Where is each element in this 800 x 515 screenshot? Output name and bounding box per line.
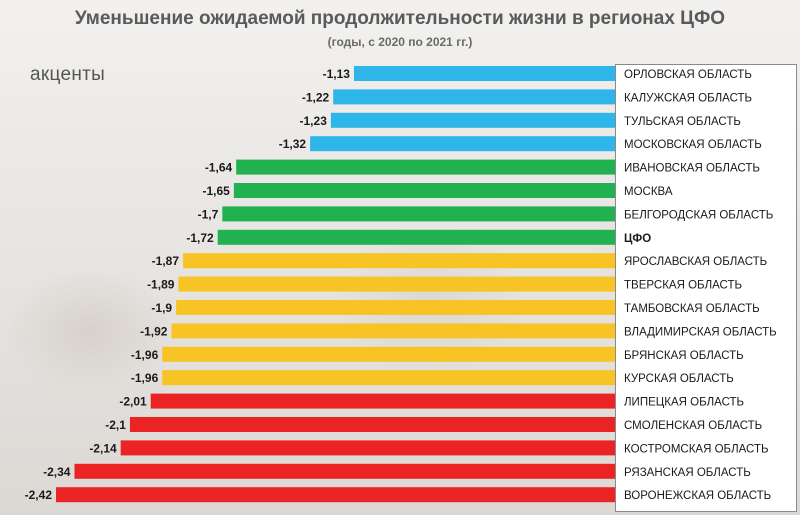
value-label-18: -2,42 — [25, 488, 53, 502]
value-label-13: -1,96 — [131, 371, 159, 385]
category-label-17: РЯЗАНСКАЯ ОБЛАСТЬ — [624, 467, 751, 479]
category-label-9: ТВЕРСКАЯ ОБЛАСТЬ — [624, 280, 742, 292]
bar-16 — [120, 440, 616, 456]
bar-15 — [129, 417, 615, 432]
bar-12 — [162, 346, 615, 362]
value-label-8: -1,87 — [152, 254, 180, 268]
category-label-6: БЕЛГОРОДСКАЯ ОБЛАСТЬ — [624, 209, 773, 221]
category-label-3: МОСКОВСКАЯ ОБЛАСТЬ — [624, 139, 762, 151]
chart-title: Уменьшение ожидаемой продолжительности ж… — [74, 8, 726, 29]
value-label-2: -1,23 — [300, 114, 328, 128]
bar-6 — [222, 206, 615, 222]
category-label-10: ТАМБОВСКАЯ ОБЛАСТЬ — [624, 303, 760, 315]
bar-10 — [176, 300, 615, 315]
category-label-16: КОСТРОМСКАЯ ОБЛАСТЬ — [624, 443, 769, 455]
bar-18 — [56, 487, 615, 503]
category-label-2: ТУЛЬСКАЯ ОБЛАСТЬ — [624, 116, 741, 128]
category-label-4: ИВАНОВСКАЯ ОБЛАСТЬ — [624, 163, 760, 175]
category-label-8: ЯРОСЛАВСКАЯ ОБЛАСТЬ — [624, 256, 767, 268]
value-label-5: -1,65 — [203, 184, 231, 198]
category-label-14: ЛИПЕЦКАЯ ОБЛАСТЬ — [624, 397, 744, 409]
value-label-1: -1,22 — [302, 90, 330, 104]
bar-1 — [333, 89, 615, 105]
category-label-0: ОРЛОВСКАЯ ОБЛАСТЬ — [624, 69, 752, 81]
category-label-12: БРЯНСКАЯ ОБЛАСТЬ — [624, 350, 744, 362]
value-label-16: -2,14 — [89, 441, 117, 455]
bar-0 — [353, 66, 615, 81]
value-label-15: -2,1 — [105, 418, 126, 432]
category-label-panel — [615, 64, 797, 512]
value-label-17: -2,34 — [43, 465, 71, 479]
category-label-15: СМОЛЕНСКАЯ ОБЛАСТЬ — [624, 420, 762, 432]
value-label-3: -1,32 — [279, 137, 307, 151]
value-label-12: -1,96 — [131, 348, 159, 362]
value-label-0: -1,13 — [323, 67, 351, 81]
value-label-9: -1,89 — [147, 278, 175, 292]
bar-5 — [233, 183, 615, 198]
category-label-13: КУРСКАЯ ОБЛАСТЬ — [624, 373, 734, 385]
category-label-5: МОСКВА — [624, 186, 673, 198]
value-label-4: -1,64 — [205, 161, 233, 175]
value-label-7: -1,72 — [186, 231, 214, 245]
category-label-7: ЦФО — [624, 233, 651, 245]
value-label-6: -1,7 — [198, 207, 219, 221]
category-label-18: ВОРОНЕЖСКАЯ ОБЛАСТЬ — [624, 490, 771, 502]
category-label-1: КАЛУЖСКАЯ ОБЛАСТЬ — [624, 92, 752, 104]
bar-17 — [74, 463, 615, 479]
bar-2 — [330, 112, 615, 128]
bar-9 — [178, 276, 616, 292]
bar-14 — [150, 393, 615, 409]
bar-11 — [171, 323, 616, 339]
bar-8 — [183, 253, 615, 269]
chart-subtitle: (годы, с 2020 по 2021 гг.) — [327, 35, 473, 49]
category-label-11: ВЛАДИМИРСКАЯ ОБЛАСТЬ — [624, 326, 777, 338]
brand-logo: акценты — [30, 64, 106, 85]
bar-3 — [310, 136, 615, 152]
bar-13 — [162, 370, 615, 386]
bar-7 — [217, 229, 615, 245]
value-label-14: -2,01 — [119, 395, 147, 409]
value-label-10: -1,9 — [151, 301, 172, 315]
value-label-11: -1,92 — [140, 324, 168, 338]
bar-4 — [236, 159, 615, 175]
